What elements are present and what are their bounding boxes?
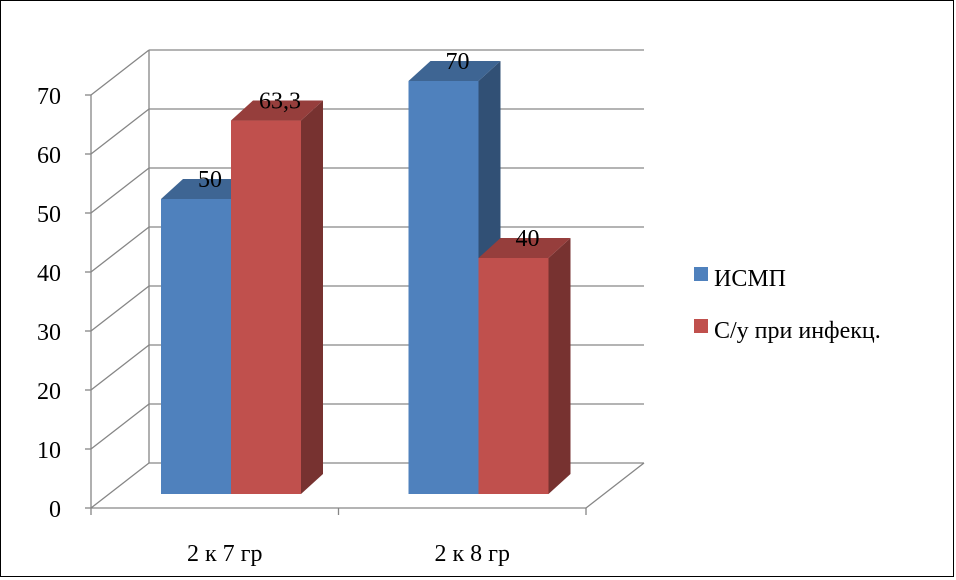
bar-top-face <box>478 238 571 258</box>
legend-swatch <box>694 267 708 281</box>
bar-top-face <box>408 61 501 81</box>
side-wall-line <box>90 49 150 96</box>
legend-label: ИСМП <box>714 266 786 292</box>
side-wall-line <box>90 167 150 214</box>
bar-top-face <box>161 179 253 199</box>
bar-top-face <box>231 100 323 121</box>
side-wall-line <box>90 403 150 450</box>
legend-label: С/у при инфекц. <box>714 318 881 344</box>
side-wall-line <box>90 226 150 273</box>
y-tick-label: 10 <box>37 438 61 464</box>
legend-swatch <box>694 319 708 333</box>
bar <box>161 199 231 494</box>
bar-side-face <box>301 100 323 494</box>
x-tick-label: 2 к 8 гр <box>434 541 510 567</box>
x-tick-label: 2 к 7 гр <box>187 541 263 567</box>
y-tick-label: 70 <box>37 84 61 110</box>
side-wall-line <box>90 462 150 509</box>
y-tick-label: 40 <box>37 261 61 287</box>
bar <box>478 258 549 494</box>
data-label: 40 <box>516 226 540 252</box>
data-label: 63,3 <box>259 89 301 115</box>
y-tick-label: 20 <box>37 379 61 405</box>
side-wall-line <box>90 344 150 391</box>
bar-side-face <box>548 238 571 494</box>
y-tick-label: 50 <box>37 202 61 228</box>
data-label: 50 <box>198 167 222 193</box>
y-tick-label: 60 <box>37 143 61 169</box>
bar <box>231 120 301 494</box>
y-tick-label: 30 <box>37 320 61 346</box>
floor-right-edge <box>585 462 645 509</box>
bar <box>408 81 479 494</box>
data-label: 70 <box>446 49 470 75</box>
side-wall-line <box>90 108 150 155</box>
side-wall-line <box>90 285 150 332</box>
y-tick-label: 0 <box>49 497 61 523</box>
